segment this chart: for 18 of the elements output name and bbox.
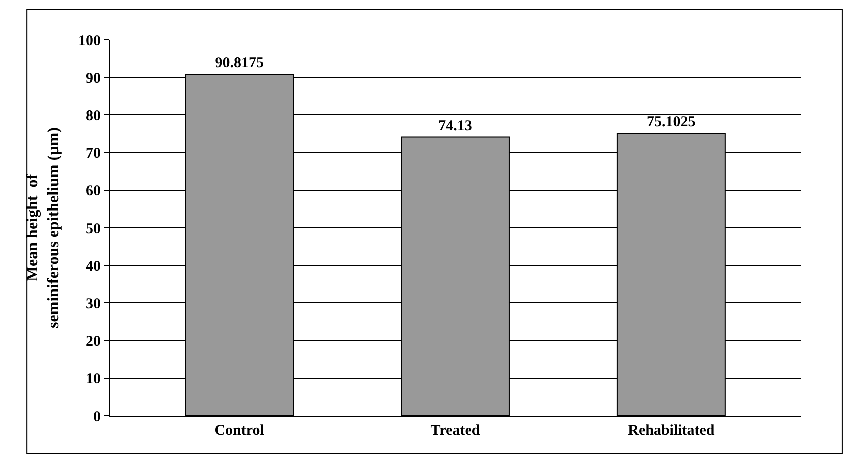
y-tick-label: 60: [86, 184, 101, 200]
y-tick-label: 100: [78, 33, 101, 50]
data-label: 75.1025: [647, 114, 696, 131]
y-tick-label: 90: [86, 70, 101, 87]
y-tick-label: 70: [86, 146, 101, 162]
x-tick-label: Treated: [430, 423, 481, 439]
y-tick-label: 80: [86, 108, 101, 124]
y-tick-label: 50: [86, 221, 101, 238]
data-label: 90.8175: [215, 56, 264, 72]
x-tick-label: Rehabilitated: [628, 423, 716, 439]
x-tick-label: Control: [214, 423, 264, 439]
y-tick-label: 20: [86, 334, 101, 350]
y-axis-title: Mean height of seminiferous epithelium (µm): [24, 128, 62, 328]
y-tick-label: 30: [86, 296, 101, 312]
y-tick-label: 0: [94, 409, 101, 426]
y-tick-label: 10: [86, 372, 101, 388]
y-tick-label: 40: [86, 258, 101, 275]
data-label: 74.13: [438, 118, 472, 134]
